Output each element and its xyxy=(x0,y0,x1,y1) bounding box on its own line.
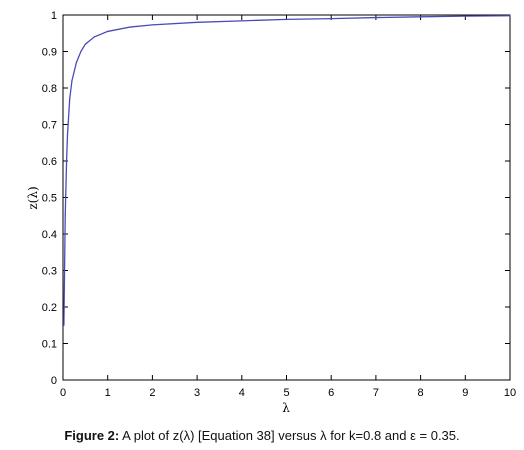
x-tick-label: 2 xyxy=(149,387,155,399)
y-tick-label: 0.6 xyxy=(42,156,57,168)
data-point xyxy=(107,30,109,33)
data-point xyxy=(75,61,78,64)
data-point xyxy=(151,24,153,26)
line-chart: 0 1 2 3 4 5 6 7 8 9 10 0 0.1 0.2 0.3 0.4 0.5 0.6 0.7 0.8 0.… xyxy=(26,10,516,415)
x-tick-label: 4 xyxy=(239,387,245,399)
y-tick-label: 0.2 xyxy=(42,302,57,314)
data-point xyxy=(330,18,332,20)
y-tick-label: 0.9 xyxy=(42,47,57,59)
data-point xyxy=(196,21,198,23)
x-tick-label: 1 xyxy=(105,387,111,399)
data-point xyxy=(241,20,243,22)
y-tick-label: 0.8 xyxy=(42,83,57,95)
y-axis-ticks: 0 0.1 0.2 0.3 0.4 0.5 0.6 0.7 0.8 0.9 1 xyxy=(42,10,510,387)
x-axis-ticks: 0 1 2 3 4 5 6 7 8 9 10 xyxy=(60,15,516,399)
x-tick-label: 8 xyxy=(418,387,424,399)
x-tick-label: 10 xyxy=(504,387,516,399)
data-point xyxy=(285,18,288,20)
data-point xyxy=(64,215,66,217)
data-point xyxy=(65,160,68,162)
data-point xyxy=(93,36,95,38)
y-axis-label: z(λ) xyxy=(26,186,40,209)
y-tick-label: 0.1 xyxy=(42,339,57,351)
data-point xyxy=(509,15,511,17)
data-point xyxy=(63,324,65,326)
x-tick-label: 0 xyxy=(60,387,66,399)
x-tick-label: 6 xyxy=(328,387,334,399)
x-tick-label: 9 xyxy=(462,387,468,399)
plot-area xyxy=(62,14,511,381)
y-tick-label: 0.3 xyxy=(42,266,57,278)
x-axis-label: λ xyxy=(282,401,290,415)
data-point xyxy=(71,80,73,82)
data-point xyxy=(69,98,71,100)
y-tick-label: 0 xyxy=(51,375,57,387)
data-point xyxy=(84,43,86,45)
y-tick-label: 0.4 xyxy=(42,229,57,241)
figure-caption-text: A plot of z(λ) [Equation 38] versus λ fo… xyxy=(119,428,460,443)
data-point xyxy=(420,16,422,18)
data-point xyxy=(129,26,131,28)
data-point xyxy=(464,15,466,17)
y-tick-label: 1 xyxy=(51,10,57,22)
x-tick-label: 3 xyxy=(194,387,200,399)
y-tick-label: 0.7 xyxy=(42,120,57,132)
x-tick-label: 5 xyxy=(283,387,289,399)
figure-caption-label: Figure 2: xyxy=(64,428,120,443)
figure-caption: Figure 2: A plot of z(λ) [Equation 38] v… xyxy=(0,428,524,443)
data-point xyxy=(80,50,82,53)
x-tick-label: 7 xyxy=(373,387,379,399)
y-tick-label: 0.5 xyxy=(42,193,57,205)
series-layer xyxy=(63,15,511,326)
data-point xyxy=(66,134,69,137)
data-point xyxy=(375,16,377,19)
